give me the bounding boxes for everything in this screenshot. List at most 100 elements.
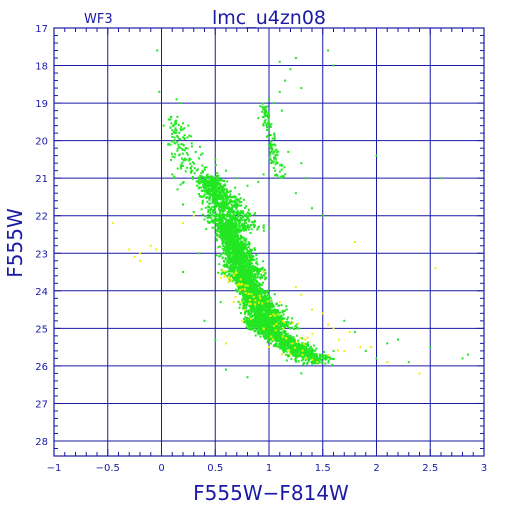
data-point bbox=[279, 334, 282, 337]
data-point bbox=[259, 326, 262, 329]
data-point bbox=[267, 294, 269, 297]
data-point bbox=[223, 208, 225, 211]
data-point bbox=[211, 187, 214, 190]
data-point bbox=[302, 363, 305, 366]
data-point bbox=[225, 234, 228, 237]
data-point bbox=[238, 287, 241, 290]
data-point bbox=[231, 220, 233, 222]
data-point bbox=[255, 294, 258, 297]
data-point bbox=[248, 220, 251, 223]
data-point bbox=[270, 306, 273, 309]
data-point bbox=[235, 281, 238, 284]
data-point bbox=[267, 324, 270, 326]
data-point bbox=[314, 355, 317, 358]
data-point bbox=[312, 360, 315, 363]
data-point bbox=[266, 308, 269, 310]
data-point bbox=[231, 257, 234, 260]
data-point bbox=[285, 343, 288, 345]
data-point bbox=[248, 317, 251, 320]
data-point bbox=[256, 263, 259, 266]
data-point bbox=[268, 310, 271, 313]
data-point bbox=[284, 334, 287, 337]
data-point bbox=[281, 340, 284, 343]
data-point bbox=[262, 226, 265, 229]
data-point bbox=[235, 288, 238, 291]
data-point bbox=[289, 322, 292, 325]
data-point bbox=[272, 331, 275, 334]
data-point bbox=[211, 205, 214, 208]
data-point bbox=[260, 304, 263, 307]
data-point bbox=[268, 335, 271, 338]
data-point bbox=[207, 213, 210, 216]
data-point bbox=[284, 348, 287, 351]
data-point bbox=[250, 255, 253, 258]
data-point bbox=[268, 307, 271, 309]
data-point bbox=[305, 349, 308, 352]
data-point bbox=[196, 184, 199, 187]
data-point bbox=[235, 218, 238, 221]
data-point bbox=[258, 318, 261, 321]
data-point bbox=[262, 302, 265, 305]
data-point bbox=[256, 270, 258, 273]
data-point bbox=[244, 268, 247, 270]
data-point bbox=[277, 322, 280, 324]
data-point bbox=[222, 231, 225, 234]
data-point bbox=[260, 318, 263, 321]
data-point bbox=[263, 332, 266, 335]
data-point bbox=[277, 335, 280, 338]
data-point bbox=[264, 295, 267, 298]
data-point bbox=[224, 184, 227, 187]
data-point bbox=[266, 341, 269, 344]
data-point bbox=[327, 361, 330, 364]
data-point bbox=[201, 175, 203, 178]
data-point bbox=[240, 281, 243, 284]
data-point bbox=[232, 236, 235, 239]
data-point bbox=[234, 263, 237, 266]
data-point bbox=[241, 258, 244, 260]
data-point bbox=[248, 323, 251, 326]
data-point bbox=[239, 264, 242, 267]
data-point bbox=[226, 195, 229, 198]
data-point bbox=[250, 296, 252, 299]
data-point bbox=[244, 293, 247, 296]
data-point bbox=[215, 199, 218, 201]
data-point bbox=[240, 275, 243, 277]
data-point bbox=[233, 213, 236, 216]
data-point bbox=[227, 256, 230, 259]
data-point bbox=[247, 309, 250, 312]
data-point bbox=[209, 220, 212, 223]
data-point bbox=[263, 331, 266, 334]
data-point bbox=[221, 256, 224, 259]
data-point bbox=[285, 347, 288, 350]
data-point bbox=[223, 188, 226, 191]
data-point bbox=[229, 226, 232, 229]
data-point bbox=[255, 257, 258, 260]
data-point bbox=[253, 226, 256, 229]
data-point bbox=[257, 293, 260, 296]
data-point bbox=[295, 323, 298, 326]
data-point bbox=[222, 237, 225, 240]
data-point bbox=[251, 257, 254, 260]
data-point bbox=[290, 353, 293, 356]
data-point bbox=[255, 262, 258, 265]
data-point bbox=[238, 267, 241, 270]
data-point bbox=[247, 274, 250, 277]
data-point bbox=[213, 183, 216, 186]
data-point bbox=[243, 257, 246, 260]
data-point bbox=[224, 221, 227, 224]
data-point bbox=[222, 190, 225, 193]
data-point bbox=[241, 249, 244, 252]
data-point bbox=[253, 273, 256, 275]
data-point bbox=[249, 319, 252, 322]
data-point bbox=[217, 214, 220, 217]
data-point bbox=[206, 216, 209, 219]
data-point bbox=[208, 176, 211, 179]
data-point bbox=[241, 211, 244, 214]
data-point bbox=[220, 230, 223, 233]
data-point bbox=[229, 239, 232, 242]
data-point bbox=[240, 243, 243, 246]
data-point bbox=[269, 337, 271, 340]
data-point bbox=[246, 226, 249, 229]
data-point bbox=[254, 276, 257, 278]
data-point bbox=[328, 356, 331, 359]
